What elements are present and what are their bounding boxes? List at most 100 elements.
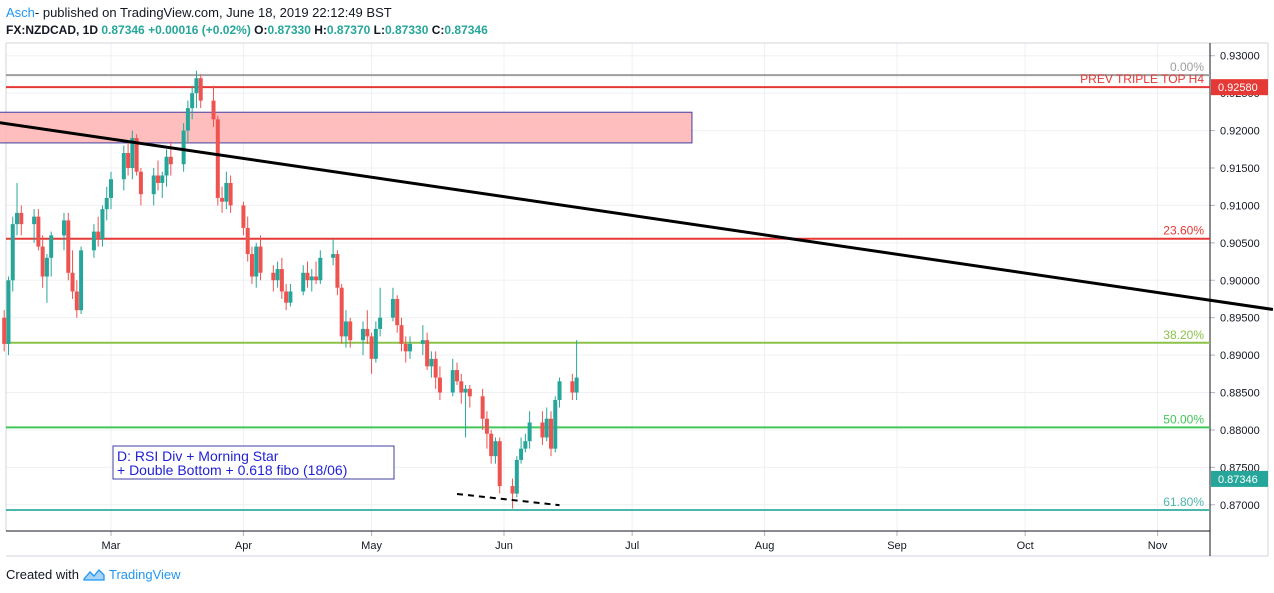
author-name[interactable]: Asch <box>6 5 35 20</box>
symbol-label: FX:NZDCAD, 1D <box>6 23 98 37</box>
y-tick-label: 0.90000 <box>1220 275 1260 287</box>
candle-body <box>425 340 430 367</box>
candle-body <box>429 358 434 367</box>
candle-body <box>514 459 519 494</box>
x-tick-label: Nov <box>1148 540 1168 552</box>
double-bottom-line <box>456 492 560 507</box>
last-price: 0.87346 <box>101 23 145 37</box>
candle-body <box>489 433 494 457</box>
candle-body <box>510 486 515 494</box>
candle-body <box>369 336 374 359</box>
candle-body <box>420 340 425 344</box>
candle-body <box>288 291 293 303</box>
candle-body <box>365 328 370 337</box>
high-value: 0.87370 <box>326 23 371 37</box>
last-price-tag-bg <box>1211 470 1268 487</box>
price-tag-bg-1 <box>1211 79 1268 96</box>
candle-body <box>185 108 190 131</box>
candle-body <box>220 197 225 202</box>
candle-body <box>164 156 169 176</box>
candle-body <box>160 175 165 183</box>
candle-body <box>36 216 41 247</box>
candle-body <box>79 250 84 311</box>
candle-body <box>284 291 289 303</box>
candle-body <box>254 246 259 277</box>
symbol-info: FX:NZDCAD, 1D 0.87346 +0.00016 (+0.02%) … <box>6 22 488 38</box>
candle-body <box>373 328 378 359</box>
candle-body <box>540 422 545 438</box>
candle-body <box>258 246 263 273</box>
annotation-line-1: D: RSI Div + Morning Star <box>117 448 279 464</box>
candle-body <box>62 220 67 236</box>
y-tick-label: 0.91000 <box>1220 200 1260 212</box>
x-tick-label: Apr <box>235 540 252 552</box>
candle-body <box>215 119 220 198</box>
candle-body <box>224 182 229 202</box>
candle-body <box>523 441 528 449</box>
candle-body <box>32 216 37 225</box>
candle-body <box>70 272 75 292</box>
candle-body <box>40 246 45 277</box>
candle-body <box>314 276 319 281</box>
candle-body <box>408 343 413 352</box>
candle-body <box>399 325 404 344</box>
candle-body <box>348 321 353 341</box>
x-tick-label: Sep <box>887 540 907 552</box>
candle-body <box>181 130 186 165</box>
x-tick-label: Jul <box>625 540 639 552</box>
candle-body <box>91 231 96 251</box>
low-label: L: <box>373 23 385 37</box>
x-tick-label: Mar <box>102 540 121 552</box>
candle-body <box>155 175 160 183</box>
candle-body <box>96 231 101 240</box>
candle-body <box>49 235 54 258</box>
candle-body <box>130 138 135 168</box>
candle-body <box>484 418 489 434</box>
candle-body <box>279 269 284 292</box>
candle-body <box>433 358 438 378</box>
candle-body <box>228 182 233 206</box>
candle-body <box>275 269 280 281</box>
tradingview-brand[interactable]: TradingView <box>108 567 181 582</box>
candle-body <box>109 179 113 198</box>
candle-body <box>519 448 524 460</box>
level-label-0: 0.00% <box>1170 60 1204 74</box>
candle-body <box>335 254 340 288</box>
price-tag-1: 0.92580 <box>1218 82 1258 94</box>
x-tick-label: Oct <box>1017 540 1034 552</box>
candle-body <box>15 212 20 225</box>
candle-body <box>241 205 246 228</box>
y-tick-label: 0.88500 <box>1220 388 1260 400</box>
candle-body <box>66 220 71 273</box>
candle-body <box>74 291 79 311</box>
published-info: - published on TradingView.com, June 18,… <box>34 5 392 20</box>
candle-body <box>557 381 562 401</box>
candle-body <box>19 212 24 225</box>
candle-body <box>318 257 323 281</box>
candle-body <box>100 209 105 240</box>
candle-body <box>527 422 532 442</box>
candle-body <box>574 377 579 393</box>
candle-body <box>459 381 464 393</box>
candle-body <box>138 171 143 195</box>
price-chart[interactable]: 0.930000.925000.920000.915000.910000.905… <box>0 0 1274 560</box>
y-tick-label: 0.88000 <box>1220 425 1260 437</box>
resistance-zone <box>0 111 693 144</box>
candle-body <box>493 441 498 457</box>
candle-body <box>305 272 310 281</box>
candle-body <box>395 298 400 326</box>
candle-body <box>134 138 139 172</box>
candle-body <box>480 396 485 419</box>
annotation-line-2: + Double Bottom + 0.618 fibo (18/06) <box>117 462 347 478</box>
y-tick-label: 0.92000 <box>1220 126 1260 138</box>
candle-body <box>570 381 575 393</box>
y-tick-label: 0.89500 <box>1220 313 1260 325</box>
candle-body <box>343 321 348 337</box>
candle-body <box>361 328 366 341</box>
open-value: 0.87330 <box>267 23 311 37</box>
x-tick-label: Jun <box>495 540 513 552</box>
candle-body <box>249 254 254 277</box>
candle-body <box>331 254 336 258</box>
close-label: C: <box>431 23 445 37</box>
last-price-tag: 0.87346 <box>1218 474 1258 486</box>
